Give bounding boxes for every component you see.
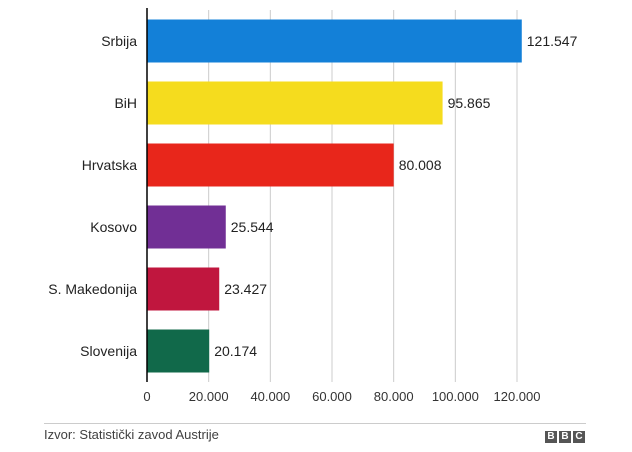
bar-srbija xyxy=(147,19,522,63)
bbc-logo-letter: B xyxy=(545,431,557,443)
value-label: 95.865 xyxy=(448,95,491,111)
value-label: 23.427 xyxy=(224,281,267,297)
bar-hrvatska xyxy=(147,143,394,187)
bar-slovenija xyxy=(147,329,210,373)
bbc-logo-letter: C xyxy=(573,431,585,443)
category-label: S. Makedonija xyxy=(48,281,137,297)
category-label: BiH xyxy=(114,95,137,111)
bars xyxy=(147,19,522,373)
bar-chart: Srbija BiH Hrvatska Kosovo S. Makedonija Slov… xyxy=(48,8,578,404)
value-label: 20.174 xyxy=(214,343,257,359)
x-tick-label: 40.000 xyxy=(250,389,290,404)
grid-lines xyxy=(208,10,518,382)
x-tick-label: 60.000 xyxy=(312,389,352,404)
bar-kosovo xyxy=(147,205,226,249)
category-label: Slovenija xyxy=(80,343,137,359)
x-axis-ticks: 0 20.000 40.000 60.000 80.000 100.000 120.000 xyxy=(143,389,540,404)
x-tick-label: 20.000 xyxy=(189,389,229,404)
value-label: 80.008 xyxy=(399,157,442,173)
x-tick-label: 100.000 xyxy=(432,389,479,404)
x-tick-label: 80.000 xyxy=(374,389,414,404)
source-note: Izvor: Statistički zavod Austrije xyxy=(44,427,219,442)
bbc-logo-letter: B xyxy=(559,431,571,443)
category-label: Srbija xyxy=(101,33,137,49)
footer-divider xyxy=(44,423,586,424)
category-label: Hrvatska xyxy=(82,157,137,173)
bar-bih xyxy=(147,81,443,125)
bbc-logo: B B C xyxy=(545,431,585,443)
x-tick-label: 0 xyxy=(143,389,150,404)
category-labels: Srbija BiH Hrvatska Kosovo S. Makedonija Slov… xyxy=(48,33,137,359)
x-tick-label: 120.000 xyxy=(494,389,541,404)
value-labels: 121.547 95.865 80.008 25.544 23.427 20.174 xyxy=(214,33,577,359)
value-label: 121.547 xyxy=(527,33,578,49)
category-label: Kosovo xyxy=(90,219,137,235)
value-label: 25.544 xyxy=(231,219,274,235)
bar-s-makedonija xyxy=(147,267,220,311)
